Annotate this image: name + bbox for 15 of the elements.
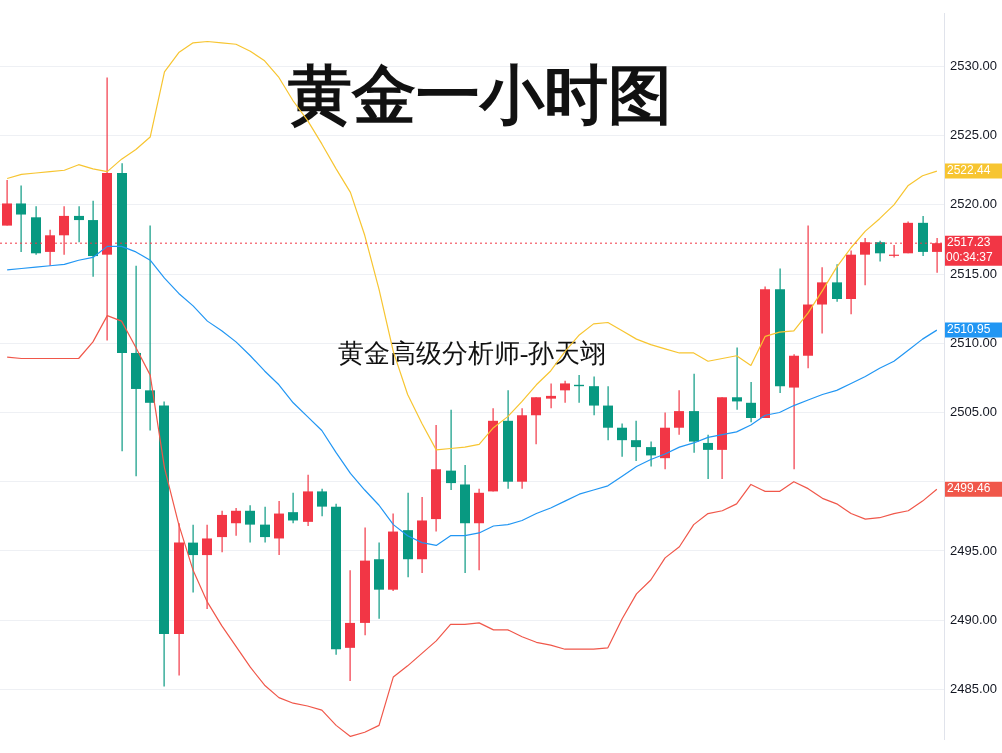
y-tick-label: 2520.00 — [950, 196, 997, 212]
y-tick-label: 2510.00 — [950, 334, 997, 350]
data-label: 2522.44 — [947, 163, 991, 178]
data-label: 2510.95 — [947, 322, 991, 337]
y-tick-label: 2530.00 — [950, 57, 997, 73]
y-tick-label: 2515.00 — [950, 265, 997, 281]
text: 00:34:37 — [946, 250, 994, 265]
y-tick-label: 2495.00 — [950, 542, 997, 558]
y-tick-label: 2485.00 — [950, 680, 997, 696]
y-tick-label: 2505.00 — [950, 404, 997, 420]
y-tick-label: 2525.00 — [950, 127, 997, 143]
data-label: 2499.46 — [947, 481, 991, 496]
y-tick-label: 2490.00 — [950, 611, 997, 627]
ref-line-label: 2517.23 — [947, 235, 991, 250]
text: 黄金一小时图 — [288, 59, 672, 131]
